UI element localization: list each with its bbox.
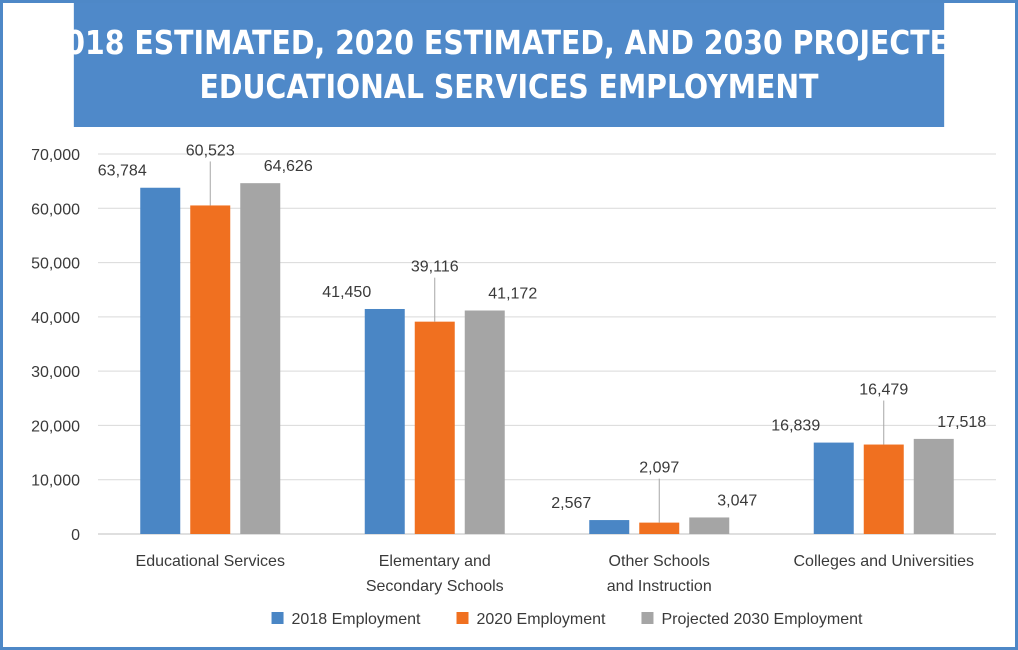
bar (140, 187, 181, 534)
bar (689, 517, 730, 534)
chart-title-line-1: 2018 ESTIMATED, 2020 ESTIMATED, AND 2030… (45, 23, 973, 62)
data-label: 39,116 (411, 259, 459, 276)
chart-title-line-2: EDUCATIONAL SERVICES EMPLOYMENT (199, 67, 819, 106)
y-tick-label: 60,000 (31, 201, 80, 218)
bar (863, 444, 904, 534)
legend-swatch (271, 612, 284, 624)
bar (464, 310, 505, 534)
category-label: and Instruction (607, 578, 712, 595)
y-tick-label: 70,000 (31, 147, 80, 164)
bar (913, 438, 954, 534)
bar (240, 183, 281, 534)
data-label: 2,097 (639, 460, 679, 477)
data-label: 16,839 (771, 418, 820, 435)
category-label: Colleges and Universities (793, 553, 974, 570)
y-tick-label: 30,000 (31, 364, 80, 381)
y-tick-label: 50,000 (31, 256, 80, 273)
category-label: Elementary and (379, 553, 491, 570)
bar (190, 205, 231, 534)
y-tick-label: 20,000 (31, 418, 80, 435)
data-label: 16,479 (859, 382, 908, 399)
legend-swatch (641, 612, 654, 624)
y-tick-label: 10,000 (31, 473, 80, 490)
data-label: 17,518 (937, 414, 986, 431)
legend-label: 2020 Employment (477, 611, 607, 628)
data-label: 2,567 (551, 495, 591, 512)
category-label: Other Schools (609, 553, 710, 570)
data-label: 60,523 (186, 142, 235, 159)
legend-label: 2018 Employment (292, 611, 422, 628)
y-tick-label: 0 (71, 527, 80, 544)
category-label: Secondary Schools (366, 578, 504, 595)
bar (414, 321, 455, 534)
data-label: 41,450 (322, 284, 371, 301)
data-label: 63,784 (98, 163, 147, 180)
bar (364, 308, 405, 534)
data-label: 3,047 (717, 492, 757, 509)
y-tick-label: 40,000 (31, 310, 80, 327)
bar (639, 522, 680, 534)
data-label: 64,626 (264, 158, 313, 175)
legend-label: Projected 2030 Employment (661, 611, 863, 628)
legend-swatch (456, 612, 469, 624)
bar (813, 442, 854, 534)
data-label: 41,172 (488, 285, 537, 302)
category-label: Educational Services (136, 553, 285, 570)
chart-title-banner: 2018 ESTIMATED, 2020 ESTIMATED, AND 2030… (45, 3, 973, 127)
bar-chart: 0 10,000 20,000 30,000 40,000 50,000 60,000 70,… (31, 142, 996, 628)
bar (589, 520, 630, 534)
